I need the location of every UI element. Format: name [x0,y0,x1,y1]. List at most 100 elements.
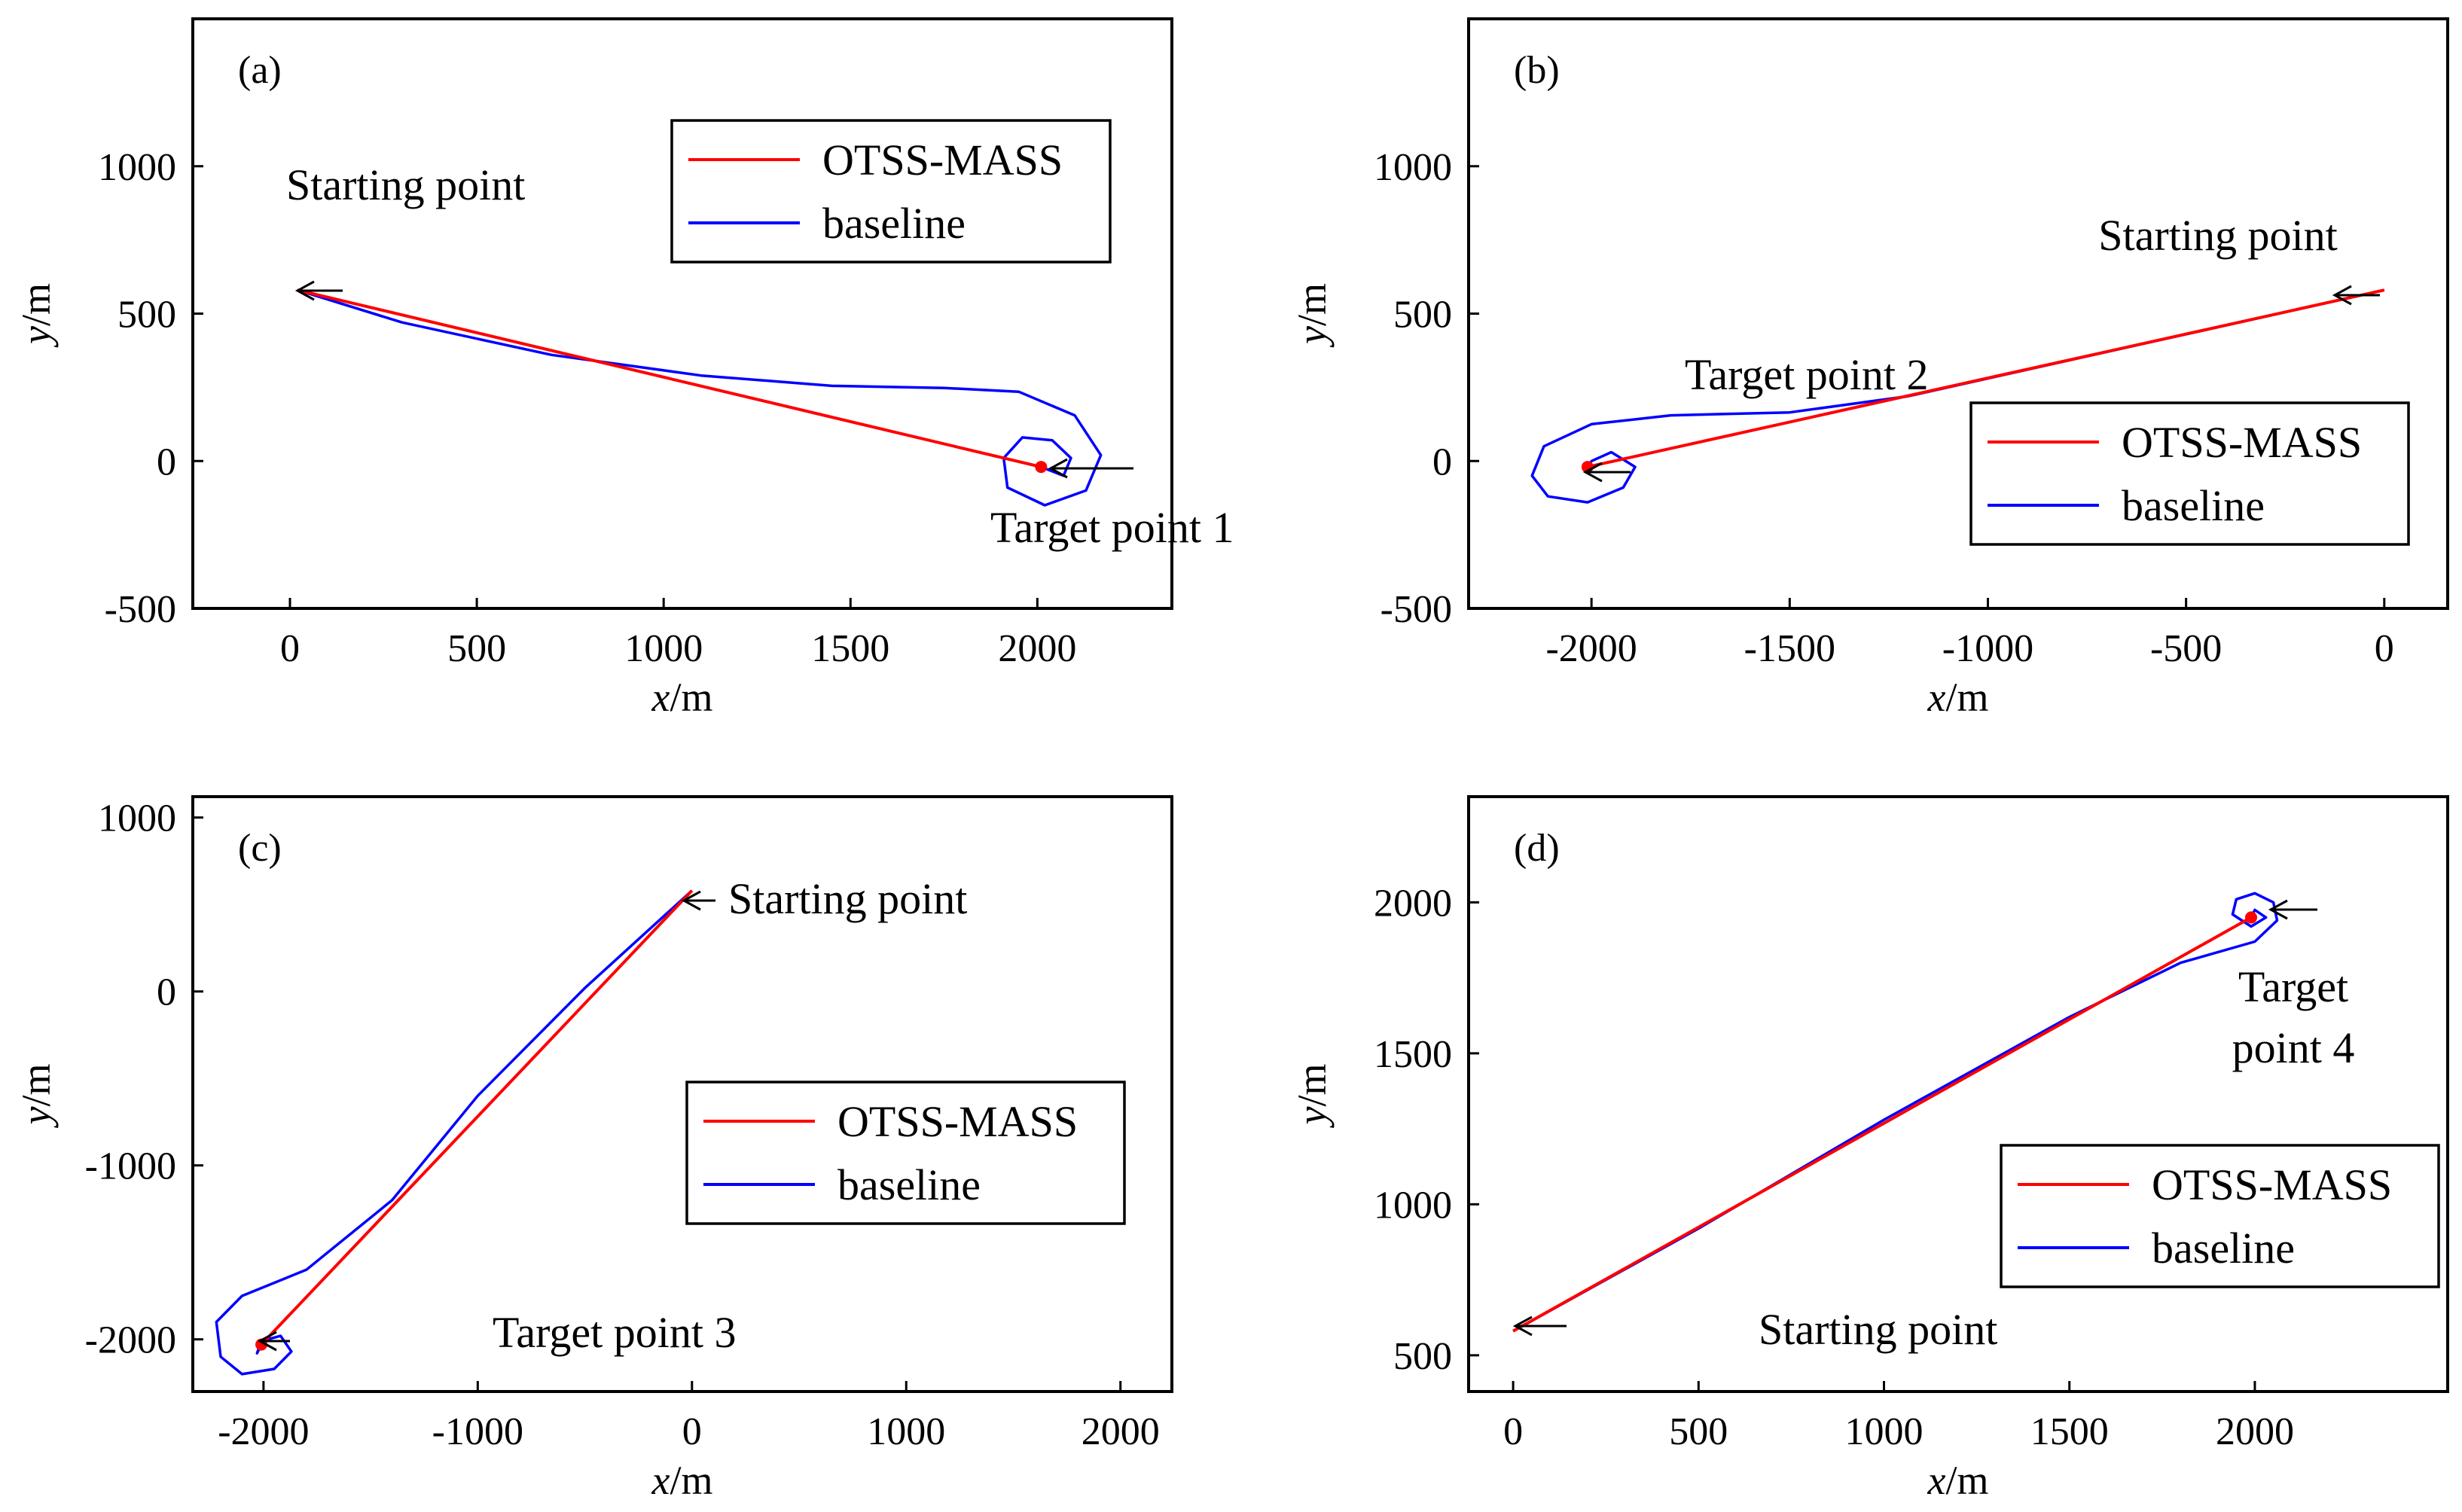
x-tick-label: 0 [1503,1410,1523,1453]
x-axis-label-unit: /m [670,675,712,720]
x-tick-label: -1000 [432,1410,523,1453]
panel-1: 0 500 1000 1500 2000-50005001000x/my/m(a)Sta… [14,17,1234,720]
arrow-head [681,890,701,911]
arrow-head [2332,285,2352,306]
annotation-text: Starting point [2098,211,2337,260]
annotation-arrow [1512,1315,1567,1337]
otss-mass-line [1512,916,2252,1333]
panel-label: (b) [1514,49,1560,92]
y-tick-label: 1000 [98,797,176,840]
annotation-arrow [2268,899,2317,920]
x-tick-label: 0 [2375,627,2394,670]
x-axis-label-unit: /m [1945,1458,1988,1503]
legend-box [1969,401,2410,546]
x-tick-label: 1500 [811,627,889,670]
plot-frame [191,795,1173,1393]
annotation-text: point 4 [2232,1023,2355,1072]
x-tick-label: -2000 [1545,627,1637,670]
x-axis-label-var: x [1927,675,1946,720]
baseline-line [297,288,1103,507]
x-axis-label: x/m [651,1458,713,1503]
target-dot [1035,461,1048,474]
x-tick-label: 2000 [2216,1410,2294,1453]
arrow-head [1582,462,1603,483]
x-axis-label-var: x [1927,1458,1946,1503]
legend: OTSS-MASS baseline [1969,401,2410,546]
y-tick-label: 0 [157,440,176,483]
y-tick-label: 1000 [98,146,176,189]
y-tick-label: -500 [1380,588,1452,631]
annotation-text: Target [2238,962,2348,1011]
panel-label: (a) [238,49,282,92]
annotation-arrow [1582,462,1631,483]
legend: OTSS-MASS baseline [685,1081,1126,1225]
x-tick-label: -500 [2150,627,2222,670]
x-tick-label: 2000 [1082,1410,1160,1453]
arrow-head [2268,899,2288,920]
y-axis-label: y/m [14,1064,59,1129]
y-tick-label: -500 [105,588,176,631]
y-tick-label: 500 [117,294,176,337]
baseline-line [1512,892,2279,1333]
y-tick-label: 2000 [1374,882,1452,925]
x-tick-label: 1000 [867,1410,945,1453]
x-tick-label: -2000 [218,1410,309,1453]
legend-label-otss-mass: OTSS-MASS [2152,1160,2392,1209]
y-tick-label: 0 [157,971,176,1014]
target-dot [2245,911,2258,924]
y-axis-label-unit: /m [14,1064,59,1107]
panel-2: -2000 -1500 -1000 -500 0-50005001000x/my/m(b… [1289,17,2449,720]
x-axis-label-unit: /m [670,1458,712,1503]
legend: OTSS-MASS baseline [2000,1144,2440,1288]
x-axis-label-var: x [651,1458,670,1503]
y-tick-label: 1000 [1374,1184,1452,1227]
legend-label-baseline: baseline [837,1160,981,1209]
annotation-text: Starting point [728,874,967,923]
y-axis-label-unit: /m [14,283,59,326]
x-tick-label: -1500 [1744,627,1835,670]
x-axis-label-var: x [651,675,670,720]
arrow-head [294,280,315,301]
y-axis-label: y/m [1289,1064,1335,1129]
x-tick-label: 500 [447,627,506,670]
annotation-arrow [294,280,343,301]
y-axis-label: y/m [1289,283,1335,348]
annotation-arrow [681,890,715,911]
x-tick-label: -1000 [1942,627,2033,670]
y-axis-label-unit: /m [1289,1064,1335,1107]
annotation-text: Target point 3 [493,1308,736,1357]
x-tick-label: 0 [682,1410,702,1453]
panel-4: 0 500 1000 1500 2000500100015002000x/my/m(d)… [1289,795,2449,1503]
x-tick-label: 1500 [2030,1410,2109,1453]
x-tick-label: 1000 [1845,1410,1924,1453]
annotation-arrow [1048,458,1133,479]
panel-label: (c) [238,827,282,870]
y-tick-label: 500 [1393,294,1452,337]
annotation-text: Starting point [1759,1305,1997,1354]
y-tick-label: 500 [1393,1335,1452,1378]
x-axis-label-unit: /m [1945,675,1988,720]
y-tick-label: 0 [1432,440,1452,483]
x-axis-label: x/m [1927,1458,1989,1503]
x-tick-label: 2000 [998,627,1076,670]
y-axis-label-unit: /m [1289,283,1335,326]
legend-label-baseline: baseline [822,199,966,248]
annotation-text: Target point 1 [990,503,1234,552]
x-axis-label: x/m [1927,675,1989,720]
annotation-text: Target point 2 [1685,350,1928,399]
panel-label: (d) [1514,827,1560,870]
annotation-arrow [257,1331,290,1352]
y-axis-label-var: y [1289,326,1335,348]
legend-label-otss-mass: OTSS-MASS [822,136,1063,184]
baseline-line [215,889,693,1376]
y-tick-label: 1000 [1374,146,1452,189]
panel-3: -2000 -1000 0 1000 2000-2000-100001000x/my/m… [14,795,1173,1503]
legend-box [670,119,1112,264]
baseline-line [1530,288,2385,504]
y-axis-label-var: y [14,326,59,348]
x-tick-label: 1000 [624,627,703,670]
arrow-head [1512,1315,1533,1337]
x-tick-label: 500 [1669,1410,1728,1453]
annotation-text: Starting point [286,160,525,209]
y-axis-label-var: y [14,1106,59,1128]
